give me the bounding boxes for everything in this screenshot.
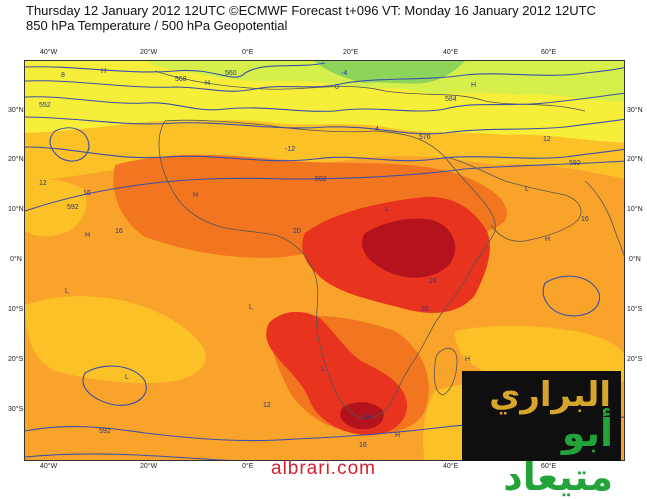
lon-label-top-20e: 20°E bbox=[343, 49, 359, 56]
mark-h-3: H bbox=[101, 68, 106, 75]
temp-label-20: 20 bbox=[293, 228, 301, 235]
temp-label-m4: -4 bbox=[341, 70, 347, 77]
contour-592-north bbox=[25, 160, 624, 212]
india-coastline bbox=[584, 180, 624, 257]
forecast-subtitle: 850 hPa Temperature / 500 hPa Geopotenti… bbox=[26, 18, 288, 33]
lat-label-right-20n: 20°N bbox=[627, 156, 643, 163]
geo-label-592-b: 592 bbox=[315, 176, 327, 183]
mark-l-5: L bbox=[321, 366, 325, 373]
lat-label-left-20n: 20°N bbox=[8, 156, 24, 163]
lon-label-top-0e: 0°E bbox=[242, 49, 254, 56]
geo-label-592-a: 592 bbox=[67, 204, 79, 211]
contour-560 bbox=[25, 66, 624, 92]
temperature-labels: 4 8 12 16 20 24 28 0 -4 -12 16 12 16 12 … bbox=[39, 70, 589, 449]
contour-584-south bbox=[25, 453, 232, 460]
lat-label-left-20s: 20°S bbox=[8, 356, 24, 363]
temp-label-12b: 12 bbox=[263, 402, 271, 409]
lat-label-right-30n: 30°N bbox=[627, 107, 643, 114]
temp-label-16b: 16 bbox=[115, 228, 123, 235]
temp-label-m12: -12 bbox=[285, 146, 295, 153]
light-orange-west bbox=[25, 179, 87, 237]
temp-label-4: 4 bbox=[375, 126, 379, 133]
brand-line1: البراري bbox=[489, 375, 611, 415]
temp-label-16: 16 bbox=[83, 190, 91, 197]
contour-576 bbox=[25, 116, 624, 135]
africa-coastline bbox=[158, 119, 496, 419]
temp-label-8: 8 bbox=[61, 72, 65, 79]
mark-h-2: H bbox=[85, 232, 90, 239]
contour-552 bbox=[25, 62, 326, 78]
lon-label-top-20w: 20°W bbox=[140, 49, 158, 56]
geo-label-592-d: 592 bbox=[99, 428, 111, 435]
brand-line2: أبو متيعاد bbox=[503, 411, 613, 499]
geo-label-552: 552 bbox=[39, 102, 51, 109]
mark-l-3: L bbox=[249, 304, 253, 311]
light-orange-indian-ocean bbox=[455, 325, 624, 384]
mark-l-1: L bbox=[65, 288, 69, 295]
lat-label-left-30n: 30°N bbox=[8, 107, 24, 114]
geo-label-576: 576 bbox=[419, 134, 431, 141]
geo-label-568: 568 bbox=[175, 76, 187, 83]
contour-west-loop bbox=[49, 127, 90, 162]
contour-atlantic-loop bbox=[82, 365, 147, 406]
forecast-title: Thursday 12 January 2012 12UTC ©ECMWF Fo… bbox=[26, 3, 596, 18]
mark-l-2: L bbox=[125, 374, 129, 381]
light-orange-south-atlantic bbox=[25, 296, 206, 384]
lat-label-left-10s: 10°S bbox=[8, 306, 24, 313]
lon-label-top-60e: 60°E bbox=[541, 49, 557, 56]
dark-red-core bbox=[361, 218, 456, 278]
lon-label-bottom-20w: 20°W bbox=[140, 463, 158, 470]
temp-label-0: 0 bbox=[335, 84, 339, 91]
mark-h-7: H bbox=[465, 356, 470, 363]
temp-label-20b: 20 bbox=[421, 306, 429, 313]
mark-h-5: H bbox=[471, 82, 476, 89]
forecast-map: 4 8 12 16 20 24 28 0 -4 -12 16 12 16 12 … bbox=[24, 60, 625, 461]
arabia-coastline bbox=[444, 156, 582, 242]
mark-h-6: H bbox=[545, 236, 550, 243]
temp-label-12: 12 bbox=[39, 180, 47, 187]
lon-label-bottom-60e: 60°E bbox=[541, 463, 557, 470]
temperature-field: 4 8 12 16 20 24 28 0 -4 -12 16 12 16 12 … bbox=[25, 61, 624, 460]
mark-h-8: H bbox=[395, 432, 400, 439]
mark-h-1: H bbox=[193, 192, 198, 199]
mark-h-4: H bbox=[205, 80, 210, 87]
geopotential-labels: 592 592 592 592 584 576 568 560 552 bbox=[39, 70, 581, 435]
lon-label-bottom-40w: 40°W bbox=[40, 463, 58, 470]
mark-l-4: L bbox=[385, 206, 389, 213]
pressure-marks: H H H H H H H H L L L L L L bbox=[65, 68, 550, 439]
temp-label-12c: 12 bbox=[543, 136, 551, 143]
lat-label-right-20s: 20°S bbox=[627, 356, 643, 363]
lon-label-bottom-0e: 0°E bbox=[242, 463, 254, 470]
brand-logo: البراري أبو متيعاد bbox=[462, 371, 621, 499]
site-footer-link[interactable]: albrari.com bbox=[271, 458, 376, 479]
geo-label-560: 560 bbox=[225, 70, 237, 77]
lat-label-left-0n: 0°N bbox=[10, 256, 22, 263]
madagascar-coastline bbox=[433, 347, 458, 396]
temp-label-28: 28 bbox=[363, 414, 371, 421]
mark-l-6: L bbox=[525, 186, 529, 193]
lat-label-right-0n: 0°N bbox=[629, 256, 641, 263]
temp-label-16c: 16 bbox=[359, 442, 367, 449]
lon-label-bottom-40e: 40°E bbox=[443, 463, 459, 470]
geo-label-592-c: 592 bbox=[569, 160, 581, 167]
lat-label-right-10s: 10°S bbox=[627, 306, 643, 313]
geo-label-584: 584 bbox=[445, 96, 457, 103]
contour-east-loop bbox=[542, 275, 601, 317]
dark-red-south-core bbox=[340, 402, 384, 430]
temp-label-16d: 16 bbox=[581, 216, 589, 223]
lat-label-left-10n: 10°N bbox=[8, 206, 24, 213]
lat-label-right-10n: 10°N bbox=[627, 206, 643, 213]
lon-label-top-40e: 40°E bbox=[443, 49, 459, 56]
temp-label-24: 24 bbox=[429, 278, 437, 285]
contour-568 bbox=[25, 92, 624, 112]
lon-label-top-40w: 40°W bbox=[40, 49, 58, 56]
europe-coastline bbox=[154, 70, 586, 112]
contour-584 bbox=[25, 146, 624, 162]
lat-label-left-30s: 30°S bbox=[8, 406, 24, 413]
